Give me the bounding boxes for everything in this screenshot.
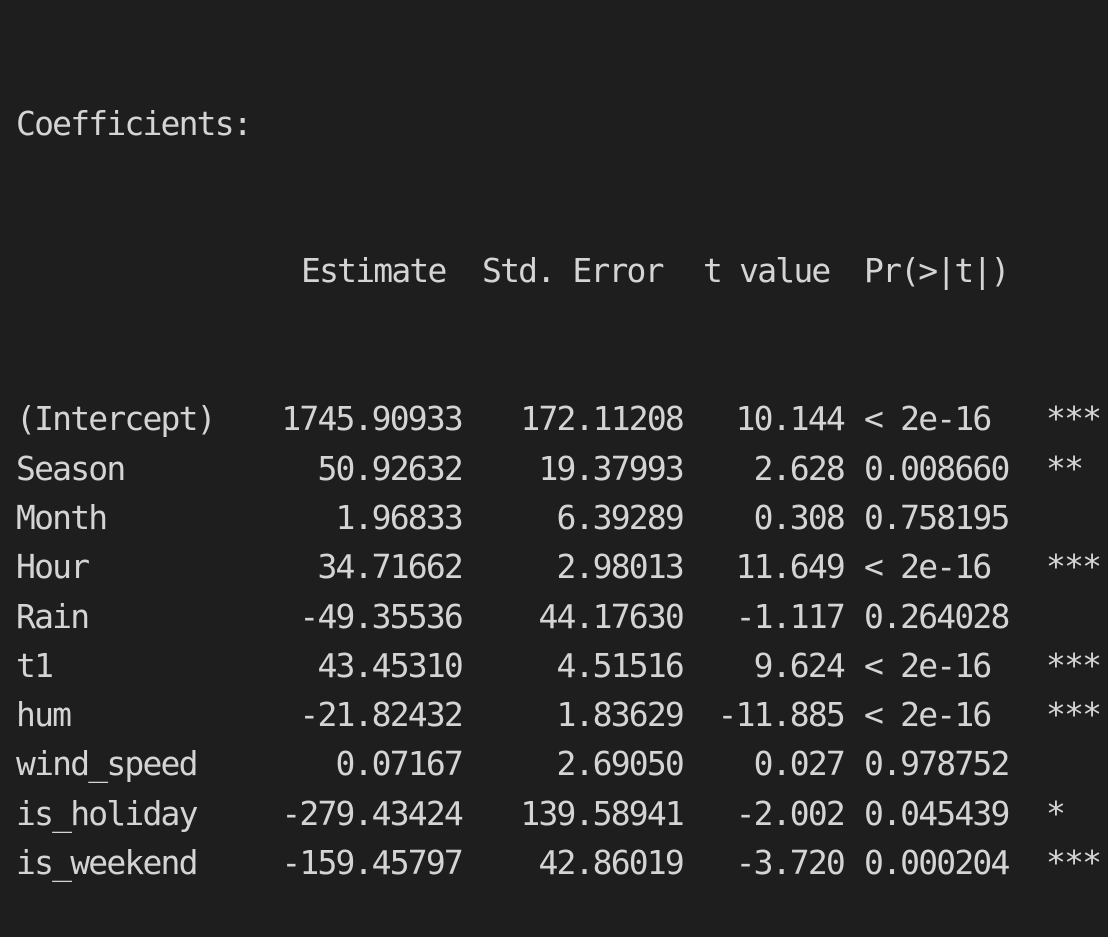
header-p-value: Pr(>|t|) — [864, 251, 1010, 291]
row-t-value: 10.144 — [735, 399, 846, 439]
row-signif-code: *** — [1046, 695, 1102, 735]
row-signif-code: *** — [1046, 843, 1102, 883]
coefficients-title: Coefficients: — [16, 103, 253, 143]
row-name: is_weekend — [16, 843, 198, 883]
row-name: Month — [16, 497, 108, 537]
row-std-error: 2.69050 — [556, 744, 685, 784]
table-row: is_holiday -279.43424 139.58941 -2.002 0.045… — [16, 789, 1108, 838]
row-p-value: < 2e-16 — [864, 645, 992, 685]
row-p-value: 0.758195 — [864, 497, 1010, 537]
row-name: t1 — [16, 645, 54, 685]
row-name: hum — [16, 695, 72, 735]
row-estimate: 1745.90933 — [281, 399, 463, 439]
row-estimate: 1.96833 — [335, 497, 464, 537]
row-std-error: 2.98013 — [556, 547, 685, 587]
table-row: Rain -49.35536 44.17630 -1.117 0.264028 — [16, 592, 1108, 641]
table-row: Hour 34.71662 2.98013 11.649 < 2e-16 *** — [16, 542, 1108, 591]
table-row: Season 50.92632 19.37993 2.628 0.008660 ** — [16, 444, 1108, 493]
row-p-value: 0.000204 — [864, 843, 1010, 883]
coefficients-table-body: (Intercept) 1745.90933 172.11208 10.144 < 2e… — [16, 394, 1108, 887]
table-row: Month 1.96833 6.39289 0.308 0.758195 — [16, 493, 1108, 542]
table-row: wind_speed 0.07167 2.69050 0.027 0.978752 — [16, 739, 1108, 788]
row-p-value: < 2e-16 — [864, 695, 992, 735]
row-std-error: 6.39289 — [556, 497, 685, 537]
row-name: wind_speed — [16, 744, 198, 784]
row-std-error: 139.58941 — [520, 793, 684, 833]
row-signif-code: * — [1046, 793, 1066, 833]
row-estimate: -49.35536 — [299, 596, 463, 636]
row-t-value: -11.885 — [717, 695, 846, 735]
row-signif-code: ** — [1046, 448, 1084, 488]
row-t-value: 0.027 — [753, 744, 846, 784]
row-p-value: 0.045439 — [864, 793, 1010, 833]
row-p-value: 0.008660 — [864, 448, 1010, 488]
row-estimate: 43.45310 — [317, 645, 463, 685]
row-t-value: 2.628 — [753, 448, 846, 488]
row-signif-code: *** — [1046, 399, 1102, 439]
row-estimate: 50.92632 — [317, 448, 463, 488]
row-std-error: 172.11208 — [520, 399, 684, 439]
header-std-error: Std. Error — [482, 251, 664, 291]
row-name: is_holiday — [16, 793, 198, 833]
header-t-value: t value — [703, 251, 831, 291]
row-t-value: -1.117 — [735, 596, 846, 636]
coefficients-title-line: Coefficients: — [16, 99, 1108, 148]
row-name: Rain — [16, 596, 90, 636]
row-t-value: 9.624 — [753, 645, 846, 685]
row-estimate: -21.82432 — [299, 695, 463, 735]
console-output[interactable]: Coefficients: Estimate Std. Error t valu… — [16, 0, 1108, 882]
table-row: (Intercept) 1745.90933 172.11208 10.144 < 2e… — [16, 394, 1108, 443]
row-std-error: 4.51516 — [556, 645, 685, 685]
row-estimate: -159.45797 — [281, 843, 463, 883]
row-t-value: -2.002 — [735, 793, 846, 833]
row-estimate: 0.07167 — [335, 744, 464, 784]
table-row: is_weekend -159.45797 42.86019 -3.720 0.0002… — [16, 838, 1108, 887]
row-p-value: 0.978752 — [864, 744, 1010, 784]
row-t-value: -3.720 — [735, 843, 846, 883]
table-row: t1 43.45310 4.51516 9.624 < 2e-16 *** — [16, 641, 1108, 690]
row-name: Hour — [16, 547, 90, 587]
row-estimate: -279.43424 — [281, 793, 463, 833]
row-std-error: 1.83629 — [556, 695, 685, 735]
row-p-value: < 2e-16 — [864, 399, 992, 439]
row-t-value: 11.649 — [735, 547, 846, 587]
row-estimate: 34.71662 — [317, 547, 463, 587]
header-estimate: Estimate — [301, 251, 447, 291]
table-header-row: Estimate Std. Error t value Pr(>|t|) — [16, 246, 1108, 295]
row-std-error: 19.37993 — [538, 448, 684, 488]
row-std-error: 44.17630 — [538, 596, 684, 636]
row-name: Season — [16, 448, 126, 488]
row-t-value: 0.308 — [753, 497, 846, 537]
row-signif-code: *** — [1046, 547, 1102, 587]
row-std-error: 42.86019 — [538, 843, 684, 883]
row-p-value: 0.264028 — [864, 596, 1010, 636]
table-row: hum -21.82432 1.83629 -11.885 < 2e-16 *** — [16, 690, 1108, 739]
row-signif-code: *** — [1046, 645, 1102, 685]
row-name: (Intercept) — [16, 399, 217, 439]
row-p-value: < 2e-16 — [864, 547, 992, 587]
